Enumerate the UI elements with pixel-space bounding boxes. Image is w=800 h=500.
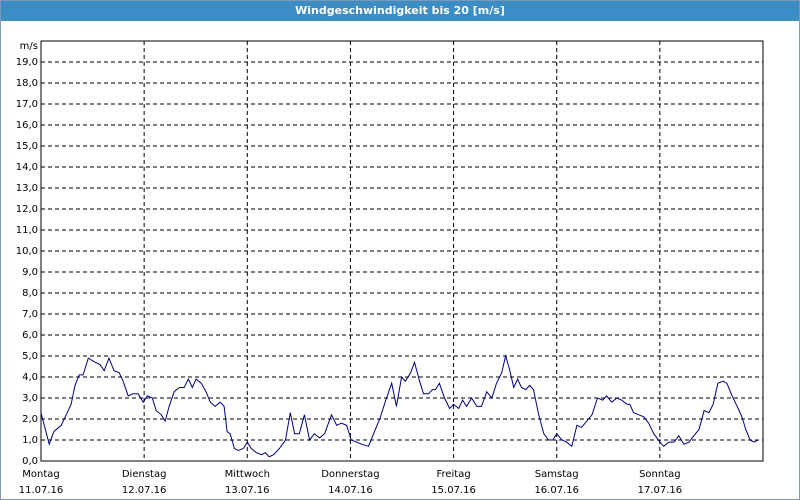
x-tick-label: Montag bbox=[22, 469, 59, 480]
y-unit: m/s bbox=[20, 41, 38, 52]
y-tick-label: 1,0 bbox=[22, 435, 38, 446]
y-tick-label: 8,0 bbox=[22, 288, 38, 299]
y-tick-label: 14,0 bbox=[16, 162, 38, 173]
y-tick-label: 0,0 bbox=[22, 456, 38, 467]
y-tick-label: 5,0 bbox=[22, 351, 38, 362]
y-tick-label: 2,0 bbox=[22, 414, 38, 425]
x-tick-label: Donnerstag bbox=[321, 469, 379, 480]
x-tick-label: Sonntag bbox=[639, 469, 681, 480]
x-tick-date: 13.07.16 bbox=[225, 485, 270, 496]
chart: m/s 0,0 1,0 2,0 3,0 4,0 5,0 6,0 7,0 8,0 9,0 10,0 11,… bbox=[16, 40, 764, 496]
y-tick-label: 3,0 bbox=[22, 393, 38, 404]
y-tick-label: 9,0 bbox=[22, 267, 38, 278]
x-tick-label: Dienstag bbox=[122, 469, 167, 480]
x-tick-date: 14.07.16 bbox=[328, 485, 373, 496]
data-line bbox=[40, 354, 759, 458]
y-tick-label: 11,0 bbox=[16, 225, 38, 236]
y-tick-label: 15,0 bbox=[16, 141, 38, 152]
plot-frame bbox=[40, 40, 764, 462]
x-tick-date: 16.07.16 bbox=[534, 485, 579, 496]
x-tick-date: 11.07.16 bbox=[19, 485, 64, 496]
x-tick-label: Freitag bbox=[436, 469, 470, 480]
y-tick-label: 12,0 bbox=[16, 204, 38, 215]
x-tick-label: Samstag bbox=[535, 469, 579, 480]
x-tick-date: 12.07.16 bbox=[122, 485, 167, 496]
y-tick-label: 17,0 bbox=[16, 99, 38, 110]
y-tick-label: 7,0 bbox=[22, 309, 38, 320]
y-tick-label: 4,0 bbox=[22, 372, 38, 383]
y-tick-label: 13,0 bbox=[16, 183, 38, 194]
x-tick-label: Mittwoch bbox=[225, 469, 270, 480]
y-tick-label: 6,0 bbox=[22, 330, 38, 341]
y-tick-label: 16,0 bbox=[16, 120, 38, 131]
x-tick-date: 15.07.16 bbox=[431, 485, 476, 496]
y-tick-label: 19,0 bbox=[16, 57, 38, 68]
chart-title: Windgeschwindigkeit bis 20 [m/s] bbox=[1, 1, 799, 21]
x-tick-date: 17.07.16 bbox=[638, 485, 683, 496]
y-tick-label: 18,0 bbox=[16, 78, 38, 89]
y-tick-label: 10,0 bbox=[16, 246, 38, 257]
